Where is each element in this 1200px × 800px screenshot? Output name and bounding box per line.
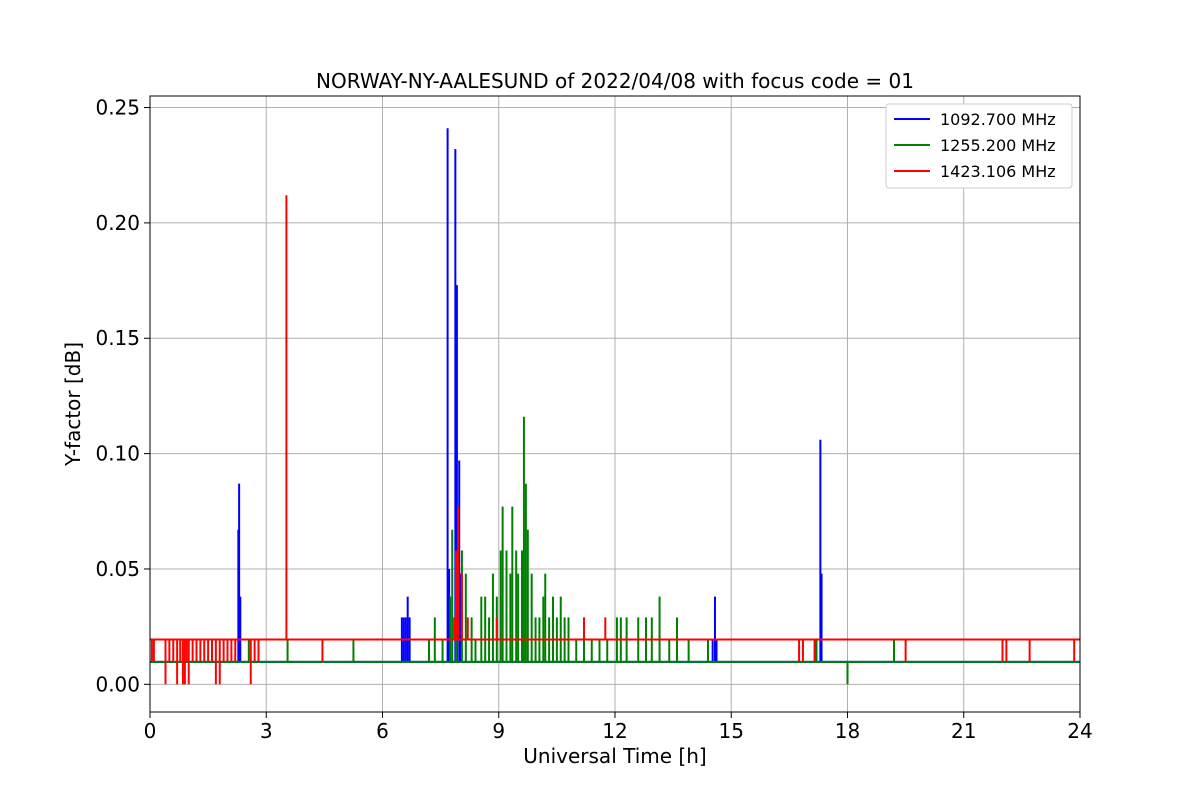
- x-tick-label: 12: [602, 719, 627, 743]
- series-3: [150, 195, 1080, 685]
- y-tick-label: 0.25: [95, 96, 140, 120]
- y-tick-label: 0.05: [95, 557, 140, 581]
- x-tick-label: 24: [1067, 719, 1092, 743]
- y-axis-label: Y-factor [dB]: [61, 342, 85, 467]
- legend-label: 1255.200 MHz: [940, 136, 1056, 155]
- x-axis-label: Universal Time [h]: [523, 744, 706, 768]
- y-tick-label: 0.00: [95, 672, 140, 696]
- x-tick-label: 21: [951, 719, 976, 743]
- legend-label: 1092.700 MHz: [940, 110, 1056, 129]
- y-axis-ticks: 0.00 0.05 0.10 0.15 0.20 0.25: [95, 96, 150, 696]
- x-tick-label: 6: [376, 719, 389, 743]
- x-tick-label: 18: [835, 719, 860, 743]
- x-axis-ticks: 0 3 6 9 12 15 18 21 24: [144, 712, 1093, 743]
- legend-box: [885, 103, 1073, 189]
- x-tick-label: 3: [260, 719, 273, 743]
- legend: 1092.700 MHz 1255.200 MHz 1423.106 MHz: [885, 103, 1073, 189]
- legend-label: 1423.106 MHz: [940, 162, 1056, 181]
- chart-title: NORWAY-NY-AALESUND of 2022/04/08 with fo…: [316, 69, 914, 93]
- legend-entries: 1092.700 MHz 1255.200 MHz 1423.106 MHz: [894, 110, 1056, 181]
- x-tick-label: 0: [144, 719, 157, 743]
- y-tick-label: 0.15: [95, 326, 140, 350]
- series-lines: [150, 128, 1080, 685]
- x-tick-label: 15: [719, 719, 744, 743]
- y-tick-label: 0.20: [95, 211, 140, 235]
- y-tick-label: 0.10: [95, 442, 140, 466]
- x-tick-label: 9: [492, 719, 505, 743]
